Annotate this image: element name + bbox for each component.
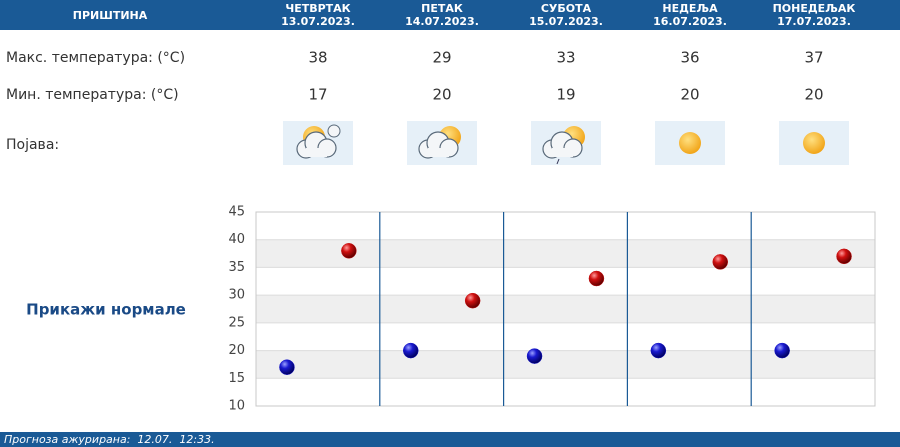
day-date: 16.07.2023. xyxy=(653,15,727,28)
y-tick-label: 35 xyxy=(228,260,245,275)
band xyxy=(256,350,875,379)
row-label: Мин. температура: (°C) xyxy=(6,87,179,103)
cloud xyxy=(552,148,573,157)
temp-point xyxy=(774,342,790,359)
cloud xyxy=(428,148,449,157)
temp-point xyxy=(279,359,295,375)
y-tick-label: 30 xyxy=(228,288,245,303)
y-tick-label: 20 xyxy=(228,343,245,358)
footer: Прогноза ажурирана: 12.07. 12:33. xyxy=(4,433,215,446)
day-name: ПОНЕДЕЉАК xyxy=(773,2,856,15)
sun xyxy=(679,132,701,154)
row-label: Појава: xyxy=(6,137,59,153)
weather-icon xyxy=(531,121,601,165)
weather-icon xyxy=(655,121,725,165)
y-tick-label: 10 xyxy=(228,399,245,414)
temp-point xyxy=(650,342,667,359)
plot-frame xyxy=(255,211,876,407)
temp-point xyxy=(836,248,852,265)
header-bar xyxy=(0,0,900,30)
day-date: 14.07.2023. xyxy=(405,15,479,28)
row-label: Макс. температура: (°C) xyxy=(6,50,185,66)
day-name: ЧЕТВРТАК xyxy=(285,2,350,15)
band xyxy=(256,295,875,323)
min-temp: 20 xyxy=(680,86,699,104)
min-temp: 20 xyxy=(432,86,451,104)
temp-point xyxy=(712,254,728,270)
min-temp: 20 xyxy=(804,86,823,104)
footer-bar xyxy=(0,432,900,447)
max-temp: 36 xyxy=(680,49,699,67)
max-temp: 33 xyxy=(556,49,575,67)
normals-link[interactable]: Прикажи нормале xyxy=(26,301,186,319)
cloud xyxy=(306,148,327,157)
min-temp: 17 xyxy=(308,86,327,104)
min-temp: 19 xyxy=(556,86,575,104)
band xyxy=(256,239,875,268)
weather-icon xyxy=(283,121,353,165)
temp-point xyxy=(588,270,605,287)
day-date: 15.07.2023. xyxy=(529,15,603,28)
max-temp: 37 xyxy=(804,49,823,67)
day-name: ПЕТАК xyxy=(421,2,463,15)
day-date: 13.07.2023. xyxy=(281,15,355,28)
day-name: НЕДЕЉА xyxy=(662,2,718,15)
y-tick-label: 45 xyxy=(228,205,245,220)
sun xyxy=(803,132,825,154)
weather-icon xyxy=(407,121,477,165)
temp-point xyxy=(464,292,481,309)
cloud xyxy=(327,124,341,138)
max-temp: 29 xyxy=(432,49,451,67)
max-temp: 38 xyxy=(308,49,327,67)
temp-point xyxy=(403,342,419,359)
y-tick-label: 15 xyxy=(228,371,245,386)
day-date: 17.07.2023. xyxy=(777,15,851,28)
y-tick-label: 25 xyxy=(228,315,245,330)
y-tick-label: 40 xyxy=(228,232,245,247)
temp-point xyxy=(526,348,543,364)
city: ПРИШТИНА xyxy=(73,9,148,22)
rain xyxy=(556,158,560,165)
day-name: СУБОТА xyxy=(541,2,592,15)
temp-point xyxy=(341,243,357,259)
weather-icon xyxy=(779,121,849,165)
